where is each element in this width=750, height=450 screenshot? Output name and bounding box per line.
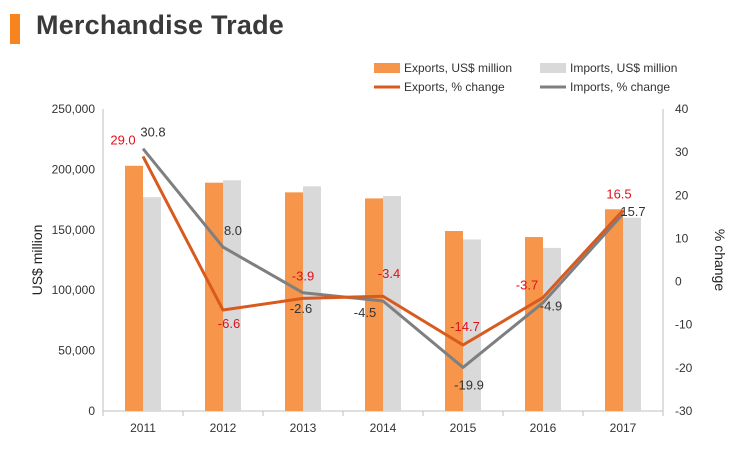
- legend-label: Exports, % change: [404, 80, 505, 94]
- imports-change-label: -2.6: [290, 301, 312, 316]
- y2-tick-label: 20: [675, 188, 689, 202]
- y2-tick-label: 40: [675, 102, 689, 116]
- y-tick-label: 250,000: [52, 102, 96, 116]
- imports-change-label: 15.7: [620, 204, 645, 219]
- imports-bar: [143, 197, 161, 411]
- imports-bar: [463, 239, 481, 411]
- chart-title: Merchandise Trade: [36, 10, 284, 40]
- exports-bar: [525, 237, 543, 411]
- exports-change-label: -3.4: [378, 266, 400, 281]
- legend-swatch: [540, 63, 566, 73]
- title-accent-bar: [10, 14, 20, 44]
- x-tick-label: 2015: [450, 421, 477, 435]
- imports-bar: [543, 247, 561, 411]
- y-tick-label: 200,000: [52, 162, 96, 176]
- lines: [141, 147, 625, 369]
- exports-change-label: -14.7: [450, 319, 480, 334]
- x-tick-label: 2012: [210, 421, 237, 435]
- exports-bar: [205, 182, 223, 411]
- legend: Exports, US$ million Imports, US$ million…: [374, 61, 677, 94]
- legend-label: Imports, % change: [570, 80, 670, 94]
- imports-change-label: 8.0: [224, 223, 242, 238]
- y2-tick-label: -20: [675, 361, 693, 375]
- x-tick-label: 2013: [290, 421, 317, 435]
- x-tick-label: 2014: [370, 421, 397, 435]
- legend-swatch: [374, 63, 400, 73]
- exports-bar: [605, 209, 623, 411]
- x-tick-label: 2017: [610, 421, 637, 435]
- imports-bar: [383, 195, 401, 411]
- y2-tick-label: 10: [675, 231, 689, 245]
- imports-change-line: [141, 147, 625, 369]
- exports-bar: [285, 192, 303, 411]
- imports-change-label: -4.9: [540, 299, 562, 314]
- y-tick-label: 0: [88, 404, 95, 418]
- bars: [125, 165, 641, 411]
- imports-bar: [623, 217, 641, 411]
- imports-change-label: 30.8: [140, 125, 165, 140]
- y-axis-title: US$ million: [29, 225, 45, 296]
- x-tick-label: 2016: [530, 421, 557, 435]
- y2-tick-label: -30: [675, 404, 693, 418]
- legend-label: Imports, US$ million: [570, 61, 677, 75]
- imports-change-label: -19.9: [454, 377, 484, 392]
- exports-change-label: -3.7: [516, 278, 538, 293]
- legend-label: Exports, US$ million: [404, 61, 512, 75]
- exports-change-label: -6.6: [218, 316, 240, 331]
- y-tick-label: 150,000: [52, 223, 96, 237]
- y2-tick-label: -10: [675, 318, 693, 332]
- exports-bar: [445, 231, 463, 411]
- y-tick-label: 50,000: [58, 344, 95, 358]
- y2-tick-label: 30: [675, 145, 689, 159]
- axes: 0 50,000 100,000 150,000 200,000 250,000 -30 -2…: [29, 102, 728, 435]
- exports-change-line: [141, 155, 625, 347]
- exports-change-label: -3.9: [292, 268, 314, 283]
- exports-change-label: 29.0: [110, 132, 135, 147]
- data-labels: 29.0 -6.6 -3.9 -3.4 -14.7 -3.7 16.5 30.8 8.0 -2.6…: [110, 125, 645, 393]
- y2-tick-label: 0: [675, 275, 682, 289]
- exports-bar: [365, 198, 383, 411]
- imports-bar: [223, 180, 241, 411]
- y-tick-label: 100,000: [52, 283, 96, 297]
- imports-change-label: -4.5: [354, 305, 376, 320]
- x-tick-label: 2011: [130, 421, 156, 435]
- exports-bar: [125, 165, 143, 411]
- y2-axis-title: % change: [712, 229, 728, 291]
- exports-change-label: 16.5: [606, 186, 631, 201]
